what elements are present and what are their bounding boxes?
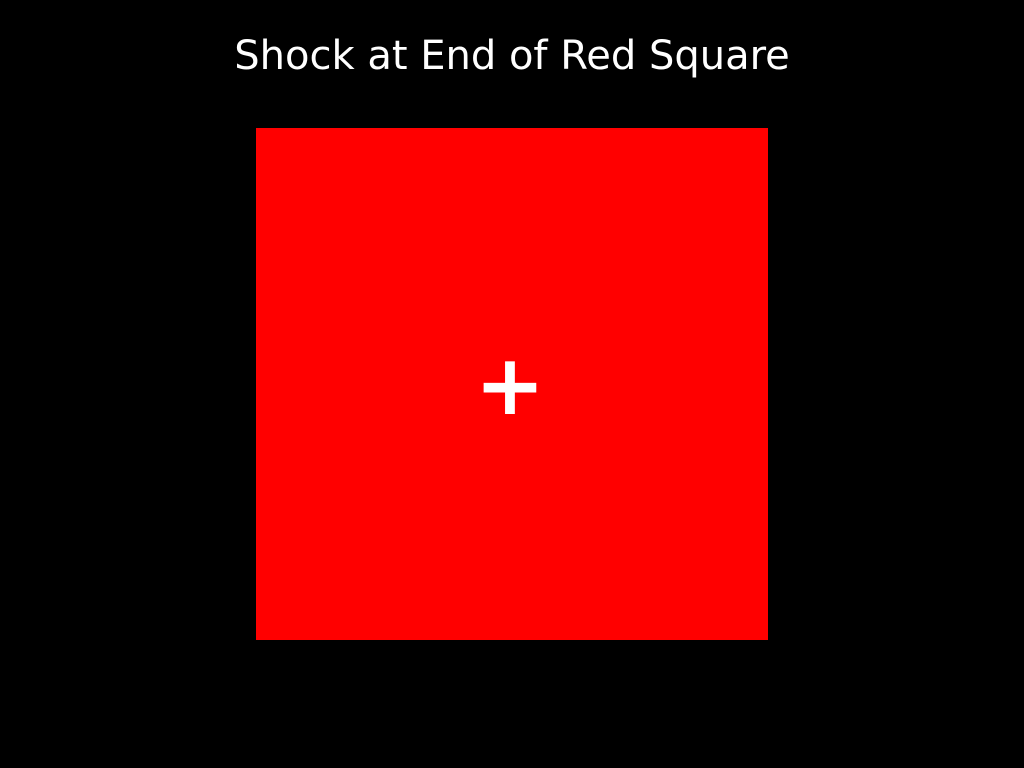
fixation-cross-icon: + — [474, 336, 546, 434]
red-square: + — [256, 128, 768, 640]
slide-title: Shock at End of Red Square — [234, 33, 790, 79]
